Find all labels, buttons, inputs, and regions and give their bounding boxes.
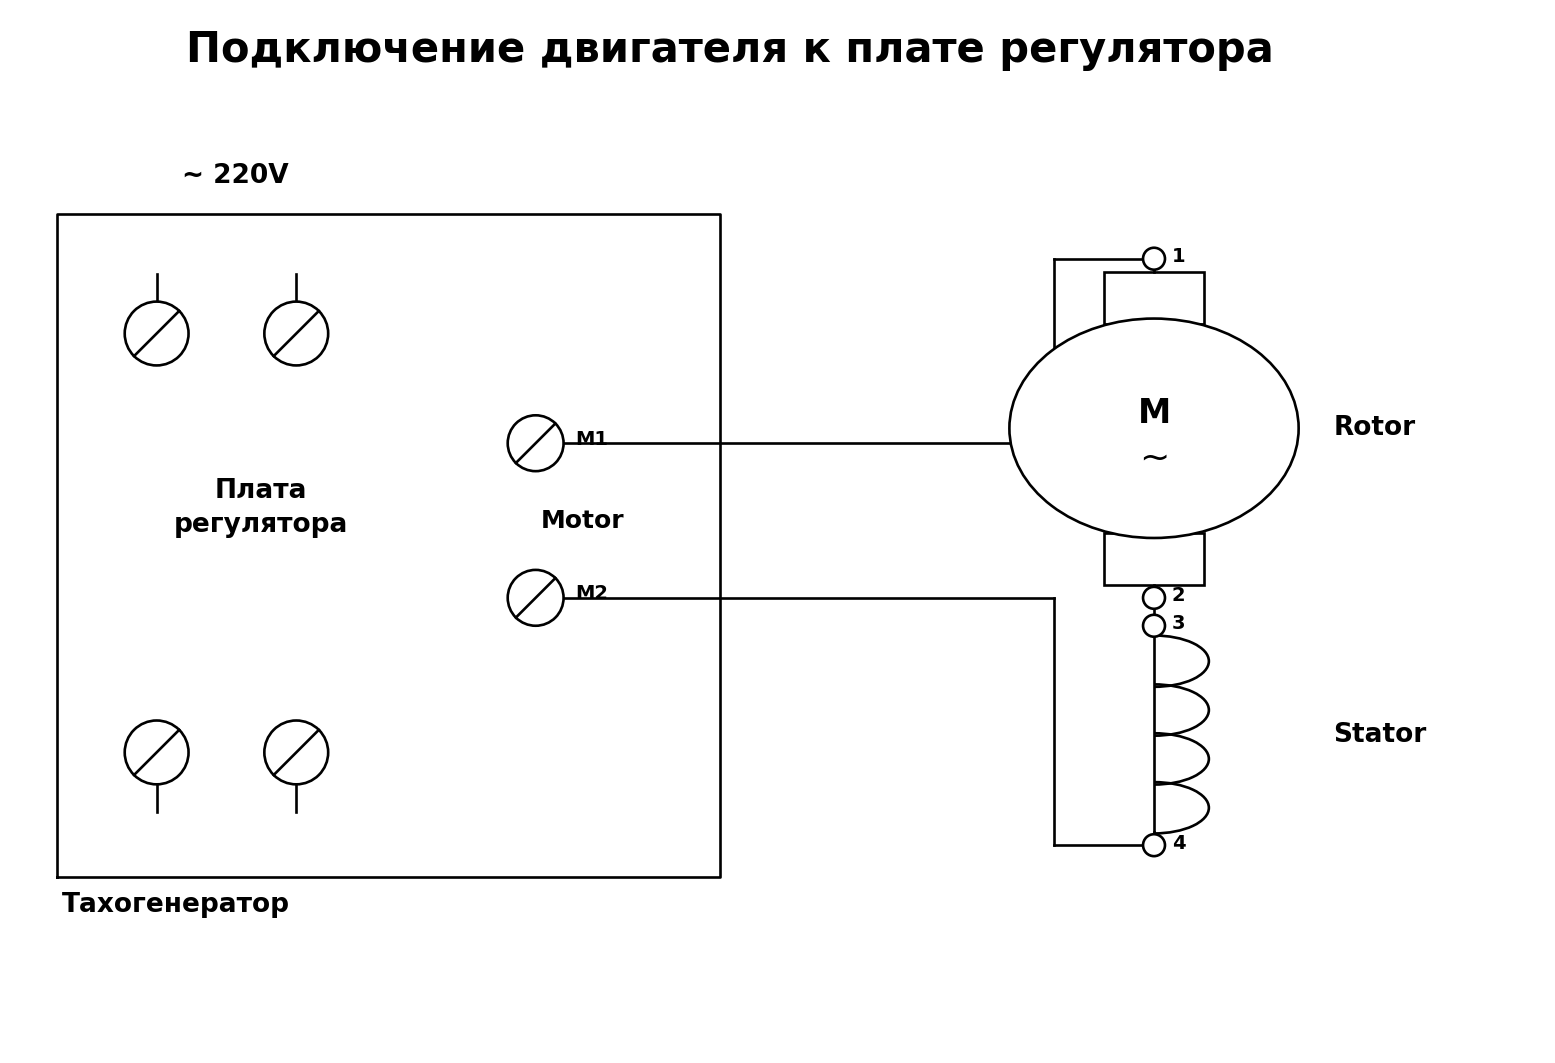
Bar [1104, 533, 1204, 585]
Circle shape [1143, 248, 1165, 270]
Text: M2: M2 [575, 585, 608, 604]
Text: 1: 1 [1172, 248, 1185, 266]
Text: M: M [1137, 396, 1171, 429]
Circle shape [1143, 834, 1165, 856]
Text: ~ 220V: ~ 220V [182, 163, 288, 189]
Circle shape [1143, 587, 1165, 609]
Circle shape [1143, 614, 1165, 637]
Circle shape [124, 302, 188, 366]
Circle shape [507, 570, 563, 626]
Text: M1: M1 [575, 429, 608, 449]
Bar [1104, 272, 1204, 323]
Text: Тахогенератор: Тахогенератор [62, 892, 289, 918]
Ellipse shape [1009, 319, 1298, 538]
Text: Плата
регулятора: Плата регулятора [174, 478, 348, 538]
Text: Rotor: Rotor [1334, 416, 1415, 441]
Text: Stator: Stator [1334, 723, 1427, 748]
Circle shape [264, 721, 328, 784]
Circle shape [264, 302, 328, 366]
Circle shape [507, 416, 563, 471]
Text: ~: ~ [1138, 441, 1169, 475]
Text: 4: 4 [1172, 833, 1185, 853]
Text: Motor: Motor [541, 508, 624, 533]
Text: 2: 2 [1172, 587, 1185, 605]
Text: 3: 3 [1172, 614, 1185, 634]
Circle shape [124, 721, 188, 784]
Text: Подключение двигателя к плате регулятора: Подключение двигателя к плате регулятора [187, 30, 1274, 71]
